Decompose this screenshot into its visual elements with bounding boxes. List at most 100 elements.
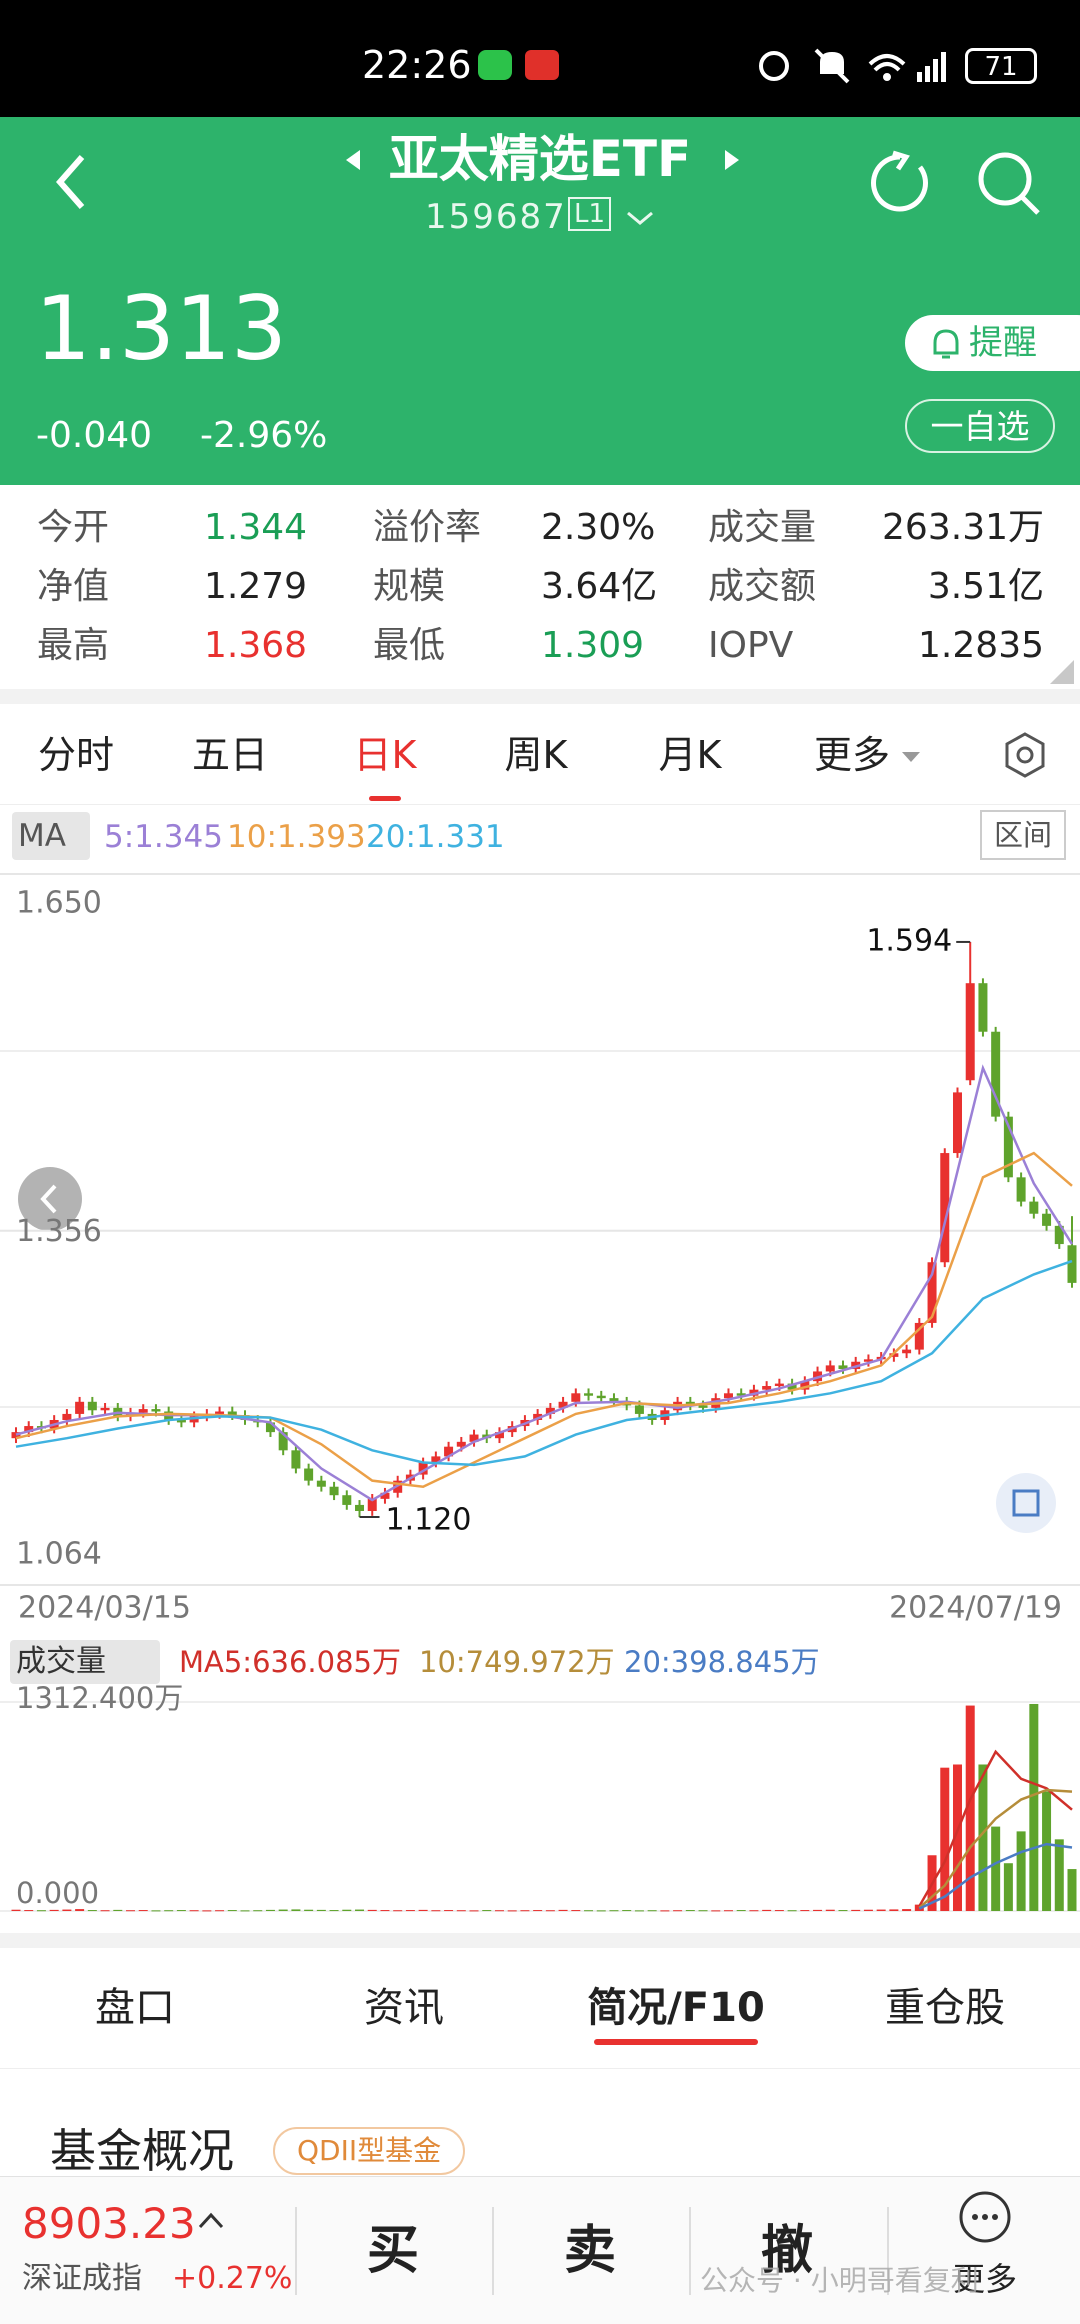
volume-title: 成交量 (16, 1644, 106, 1679)
volume-bar (991, 1826, 1001, 1911)
detail-tab[interactable]: 盘口 (95, 1985, 175, 2031)
separator (0, 1933, 1080, 1948)
candle-body (329, 1486, 339, 1496)
volume-bar (965, 1705, 975, 1911)
candle-body (787, 1383, 797, 1390)
candle-body (978, 983, 988, 1032)
volume-bar (393, 1910, 403, 1912)
volume-bar (316, 1909, 326, 1911)
detail-tabs: 盘口 资讯 简况/F10 重仓股 (0, 1948, 1080, 2069)
volume-bar (87, 1910, 97, 1912)
candle-body (571, 1393, 581, 1402)
action-separator (295, 2207, 297, 2295)
search-icon[interactable] (978, 152, 1032, 206)
candle-body (698, 1405, 708, 1408)
fund-title: 亚太精选ETF (388, 130, 692, 188)
volume-bar (24, 1910, 34, 1912)
period-tab[interactable]: 分时 (37, 733, 114, 777)
y-tick-label: 1.650 (16, 886, 102, 921)
y-tick-label: 1.356 (16, 1214, 102, 1249)
next-icon[interactable] (725, 150, 739, 170)
candle-body (215, 1411, 225, 1414)
volume-bar (431, 1910, 441, 1912)
candle-body (62, 1413, 72, 1420)
price-change-pct: -2.96% (200, 415, 328, 456)
period-tab[interactable]: 日K (353, 733, 417, 777)
level-badge: L1 (568, 197, 612, 231)
fund-type-tag: QDII型基金 (273, 2127, 466, 2175)
candle-body (176, 1419, 186, 1423)
candle-body (278, 1432, 288, 1451)
candle-body (889, 1353, 899, 1357)
period-tab[interactable]: 五日 (191, 733, 268, 777)
volume-select[interactable]: 成交量 (10, 1640, 160, 1684)
volume-bar (736, 1910, 746, 1912)
volume-ma-line (918, 1749, 1073, 1907)
candle-body (800, 1381, 810, 1390)
action-button[interactable]: 撤 (760, 2221, 813, 2281)
volume-bar (151, 1910, 161, 1912)
candle-body (825, 1365, 835, 1372)
volume-bar (571, 1910, 581, 1912)
prev-icon[interactable] (346, 150, 360, 170)
volume-bar (952, 1764, 962, 1911)
candle-body (11, 1432, 21, 1439)
period-tab[interactable]: 更多 (813, 733, 890, 777)
volume-legend-item: 10:749.972万 (419, 1645, 615, 1679)
range-button[interactable]: 区间 (980, 810, 1066, 860)
more-icon[interactable] (957, 2189, 1013, 2245)
volume-bar (1016, 1831, 1026, 1911)
expand-corner[interactable] (1050, 660, 1074, 684)
candle-body (940, 1153, 950, 1263)
stat-value: 1.309 (541, 625, 645, 666)
ma-line (15, 1259, 1073, 1467)
stat-label: 最高 (37, 625, 110, 666)
period-tab[interactable]: 周K (504, 733, 568, 777)
last-price: 1.313 (35, 277, 287, 380)
volume-bar (1042, 1791, 1052, 1911)
candle-body (304, 1468, 314, 1481)
back-icon[interactable] (56, 155, 85, 209)
volume-bar (62, 1909, 72, 1911)
detail-tab[interactable]: 重仓股 (885, 1985, 1005, 2031)
refresh-icon[interactable] (871, 154, 928, 212)
volume-bar (647, 1910, 657, 1912)
index-name: 深证成指 (22, 2261, 142, 2296)
watchlist-button[interactable]: 一自选 (905, 399, 1055, 453)
separator (0, 689, 1080, 704)
dropdown-caret (902, 752, 920, 762)
status-bar: 22:26 71 (0, 0, 1080, 117)
volume-bar (673, 1910, 683, 1912)
watchlist-label: 一自选 (930, 407, 1030, 446)
stat-value: 1.344 (204, 507, 308, 548)
detail-tab[interactable]: 简况/F10 (587, 1985, 765, 2031)
volume-bar (940, 1767, 950, 1911)
section-title: 基金概况 (50, 2124, 234, 2178)
volume-bar (100, 1910, 110, 1912)
volume-bar (889, 1909, 899, 1911)
volume-bar (749, 1910, 759, 1912)
scroll-left-button[interactable] (18, 1167, 82, 1231)
action-button[interactable]: 买 (366, 2221, 419, 2281)
volume-bar (711, 1910, 721, 1912)
zoom-button[interactable] (996, 1473, 1056, 1533)
volume-bar (469, 1910, 479, 1912)
detail-tab[interactable]: 资讯 (364, 1985, 444, 2031)
candle-body (723, 1393, 733, 1399)
action-button[interactable]: 卖 (563, 2221, 616, 2281)
candle-body (456, 1441, 466, 1447)
indicator-select[interactable]: MA (12, 812, 90, 860)
volume-bar (355, 1909, 365, 1911)
settings-icon[interactable] (1000, 730, 1050, 780)
candle-body (1054, 1225, 1064, 1245)
volume-bar (723, 1910, 733, 1912)
wechat-icon (478, 50, 512, 80)
alert-button[interactable]: 提醒 (905, 315, 1080, 371)
volume-bar (558, 1909, 568, 1911)
action-button[interactable]: 更多 (952, 2260, 1017, 2298)
volume-bar (851, 1909, 861, 1911)
period-tab[interactable]: 月K (658, 733, 722, 777)
candle-body (1029, 1201, 1039, 1214)
candle-body (736, 1393, 746, 1396)
